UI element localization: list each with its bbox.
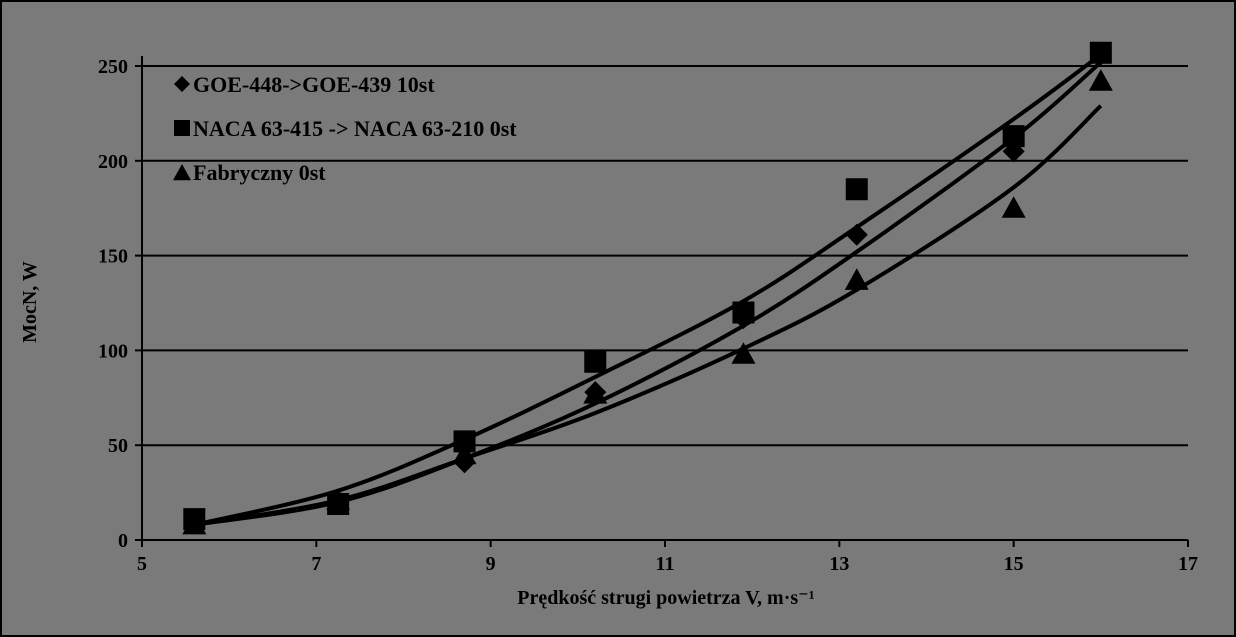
data-point-square [453, 430, 476, 453]
y-tick-label: 100 [98, 340, 128, 362]
legend-item-0: GOE-448->GOE-439 10st [174, 72, 435, 97]
x-tick-label: 11 [656, 553, 675, 575]
x-tick-label: 5 [137, 553, 147, 575]
data-point-square [1002, 125, 1025, 148]
legend-item-2: Fabryczny 0st [173, 160, 326, 185]
data-point-triangle [1001, 196, 1026, 218]
legend-label-1: NACA 63-415 -> NACA 63-210 0st [193, 116, 517, 141]
y-tick-label: 250 [98, 56, 128, 78]
x-tick-label: 13 [829, 553, 849, 575]
data-point-square [845, 178, 868, 201]
y-axis-title: MocN, W [19, 261, 41, 343]
data-point-triangle [452, 442, 477, 465]
data-point-triangle [731, 342, 756, 364]
x-tick-label: 15 [1004, 553, 1024, 575]
legend-marker-triangle [173, 164, 191, 181]
x-tick-label: 17 [1178, 553, 1198, 575]
x-tick-label: 7 [311, 553, 321, 575]
data-point-triangle [583, 382, 608, 404]
y-tick-label: 0 [118, 530, 128, 552]
legend-label-2: Fabryczny 0st [193, 160, 326, 185]
data-point-square [732, 301, 755, 324]
y-tick-label: 50 [108, 435, 128, 457]
legend-item-1: NACA 63-415 -> NACA 63-210 0st [174, 116, 517, 141]
axes: 0 50 100 150 200 250 5 7 9 11 13 15 17 [98, 56, 1198, 575]
trendline-square [193, 53, 1103, 527]
legend: GOE-448->GOE-439 10st NACA 63-415 -> NAC… [173, 72, 517, 185]
data-point-triangle [182, 512, 207, 535]
data-point-square [584, 350, 607, 373]
legend-label-0: GOE-448->GOE-439 10st [193, 72, 435, 97]
data-point-triangle [326, 488, 351, 510]
data-point-triangle [1088, 69, 1113, 91]
data-point-diamond [845, 223, 868, 246]
legend-marker-diamond [174, 76, 190, 92]
data-markers [182, 41, 1113, 535]
x-axis-title: Prędkość strugi powietrza V, m·s⁻¹ [517, 587, 814, 609]
data-point-triangle [844, 268, 869, 290]
data-point-square [1089, 41, 1112, 64]
trendline-triangle [193, 104, 1103, 527]
y-tick-label: 150 [98, 246, 128, 268]
x-tick-label: 9 [486, 553, 496, 575]
legend-marker-square [174, 120, 190, 136]
y-tick-label: 200 [98, 151, 128, 173]
